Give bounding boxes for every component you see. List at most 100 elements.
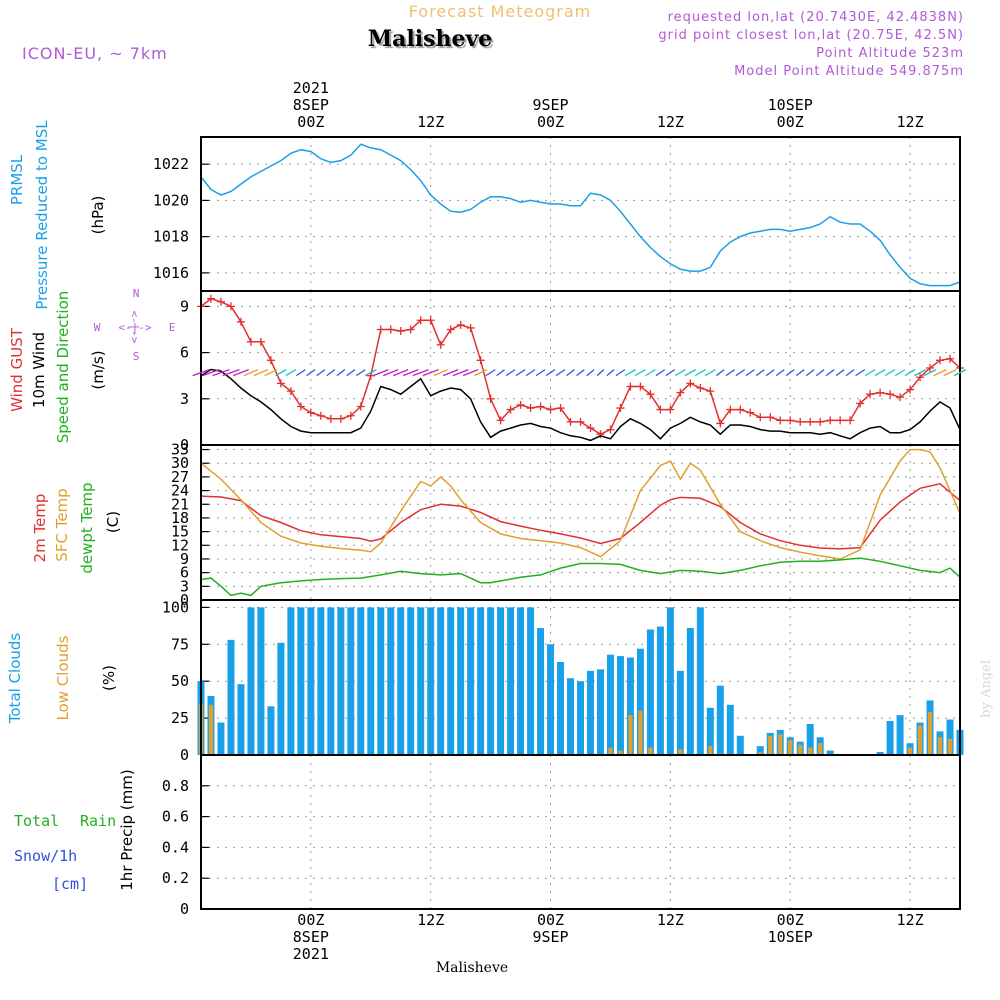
bar-total-clouds [347,607,355,755]
bar-total-clouds [497,607,505,755]
gust-marker [406,325,415,334]
wind-arrow [452,369,469,377]
y-tick-label: 0 [180,746,189,764]
gust-marker [456,320,465,329]
compass-w: W [94,321,101,334]
gust-marker [276,379,285,388]
bar-low-clouds [628,715,633,755]
gust-marker [866,390,875,399]
time-label-top: 2021 [293,79,329,97]
time-label-top: 8SEP [293,96,329,114]
wind-arrow [655,369,666,377]
y-tick-label: 0 [180,436,189,454]
bar-total-clouds [826,750,834,755]
wind-arrow [576,369,585,377]
compass-glyph-vertical: <-|-> [128,310,141,343]
gust-marker [596,430,605,439]
wind-arrow [222,369,240,377]
time-label-top: 10SEP [768,96,813,114]
temp-2m-label: 2m Temp [31,494,49,563]
gust-marker [346,411,355,420]
gust-marker [416,316,425,325]
gust-marker [466,323,475,332]
y-tick-label: 0 [180,900,189,918]
bar-total-clouds [507,607,515,755]
wind-arrow [306,369,316,377]
grid-point-coords: grid point closest lon,lat (20.75E, 42.5… [658,28,964,43]
wind-speed-direction-label: Speed and Direction [54,291,72,444]
wind-arrow [674,369,686,377]
gust-marker [236,317,245,326]
time-label-bottom: 10SEP [768,928,813,946]
bar-total-clouds [527,607,535,755]
y-tick-label: 3 [180,390,189,408]
clouds-unit-label: (%) [100,665,118,691]
bar-total-clouds [886,721,894,755]
compass-glyph: <-|-> [118,321,151,334]
y-tick-label: 50 [171,672,189,690]
time-label-top: 12Z [657,113,684,131]
temp-sfc-label: SFC Temp [53,488,71,561]
gust-marker [606,425,615,434]
y-tick-label: 27 [171,468,189,486]
wind-arrow [615,369,626,377]
bar-total-clouds [666,607,674,755]
wind-arrow [433,369,448,377]
bar-total-clouds [217,722,225,755]
gust-marker [446,325,455,334]
bar-low-clouds [758,752,763,755]
bar-total-clouds [467,607,475,755]
footer-location: Malisheve [436,960,508,976]
wind-arrow [596,369,605,377]
bar-low-clouds [917,725,923,755]
wind-arrow [745,369,755,377]
wind-arrow [815,369,825,377]
y-tick-label: 0.2 [162,869,189,887]
wind-arrow [275,369,287,377]
y-tick-label: 25 [171,709,189,727]
gust-marker [826,416,835,425]
point-altitude: Point Altitude 523m [816,46,964,61]
wind-arrow [923,369,937,377]
snow-label: Snow/1h [14,847,77,865]
wind-arrow [894,369,906,377]
gust-marker [256,337,265,346]
gust-marker [746,408,755,417]
time-label-bottom: 00Z [537,911,564,929]
gust-marker [876,388,885,397]
gust-marker [796,417,805,426]
gust-marker [536,402,545,411]
time-label-bottom: 12Z [897,911,924,929]
bar-total-clouds [307,607,315,755]
y-tick-label: 6 [180,344,189,362]
wind-arrow [684,369,697,377]
bar-low-clouds [778,734,783,755]
wind-arrow [555,369,566,377]
gust-marker [516,400,525,409]
wind-arrow [634,369,647,377]
gust-marker [546,405,555,414]
rain-label: Rain [80,812,116,830]
bar-total-clouds [736,735,744,755]
panel-precipitation: 0 0.2 0.4 0.6 0.8 [162,754,961,918]
wind-arrow [805,369,815,377]
gust-marker [246,337,255,346]
bar-low-clouds [818,743,823,755]
bar-total-clouds [596,669,604,755]
y-tick-label: 0.8 [162,777,189,795]
meteogram-title: Forecast Meteogram [408,2,592,21]
gust-marker [776,416,785,425]
compass-s: S [133,350,140,363]
gust-marker [756,413,765,422]
series-line-temperature-0 [200,482,961,550]
pressure-label: Pressure Reduced to MSL [33,120,51,310]
wind-arrow [232,369,249,377]
gust-marker [806,417,815,426]
gust-marker [856,399,865,408]
temp-unit-label: (C) [104,511,122,533]
time-label-top: 00Z [537,113,564,131]
bar-total-clouds [227,639,235,755]
wind-arrow [422,369,439,377]
gust-marker [216,297,225,306]
y-tick-label: 1016 [153,264,189,282]
